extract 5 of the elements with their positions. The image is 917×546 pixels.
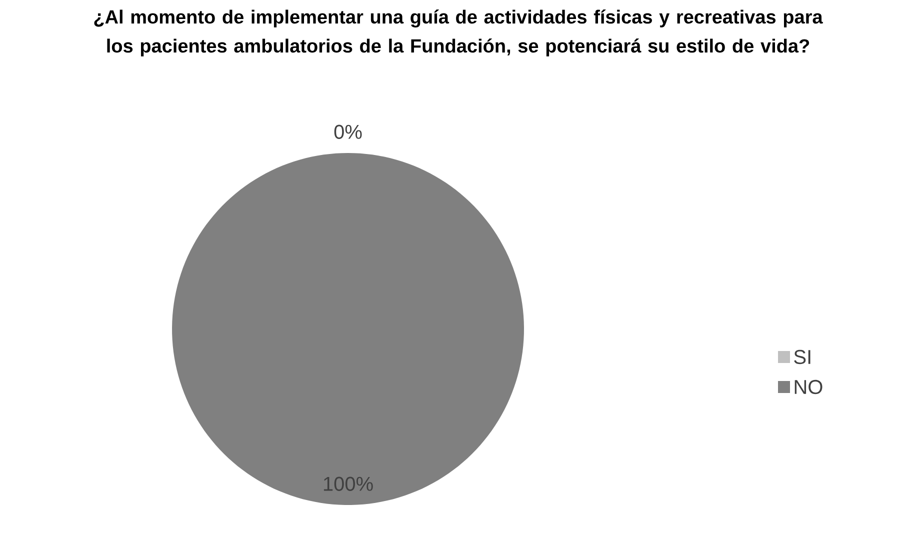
chart-title: ¿Al momento de implementar una guía de actividades físicas y recreativas para los pacientes ambulatorios de la Fundación, se potenciará su estilo de vida?	[94, 10, 823, 56]
data-label: 100%	[324, 476, 373, 491]
legend-label: NO	[794, 380, 822, 394]
text: 0%	[334, 124, 362, 139]
legend-label: SI	[794, 350, 810, 364]
